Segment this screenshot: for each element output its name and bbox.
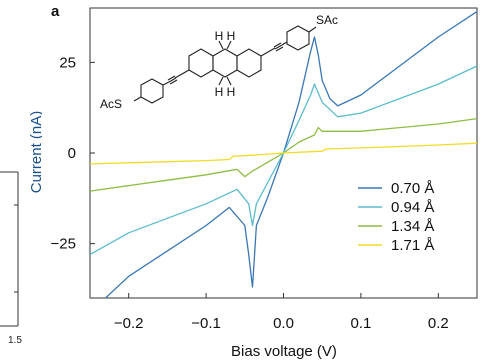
x-tick-label: 0.2	[428, 315, 449, 332]
y-tick-label: 25	[59, 54, 76, 71]
hydrogen-top-label: H H	[215, 29, 236, 43]
y-tick-label: −25	[51, 236, 76, 253]
bond	[226, 40, 232, 50]
left-panel-tick-label: 1.5	[8, 335, 22, 346]
series-line-1	[104, 11, 477, 298]
legend-label: 1.34 Å	[391, 218, 434, 235]
bond	[133, 96, 142, 102]
triple-bond	[275, 46, 284, 52]
triple-bond	[169, 79, 178, 85]
bond	[281, 41, 288, 46]
bond	[226, 76, 232, 86]
legend-label: 0.94 Å	[391, 199, 434, 216]
ring-phenyl-right	[286, 25, 310, 51]
y-axis-label: Current (nA)	[28, 111, 45, 194]
bond	[218, 40, 224, 50]
substituent-top-label: SAc	[316, 13, 338, 27]
x-tick-label: −0.1	[191, 315, 221, 332]
x-axis: −0.2 −0.1 0.0 0.1 0.2	[114, 293, 449, 332]
bond	[174, 69, 190, 79]
ring-right	[236, 48, 262, 78]
panel-label: a	[51, 3, 60, 20]
series-line-4	[90, 142, 477, 165]
hydrogen-bottom-label: H H	[215, 85, 236, 99]
ring-center	[212, 48, 238, 78]
triple-bond	[167, 75, 176, 81]
bond	[260, 47, 276, 57]
y-axis-label-clip: Current (nA)	[28, 111, 45, 194]
legend: 0.70 Å 0.94 Å 1.34 Å 1.71 Å	[358, 180, 434, 254]
legend-label: 0.70 Å	[391, 180, 434, 197]
x-tick-label: −0.2	[114, 315, 144, 332]
y-axis: 25 0 −25	[51, 54, 95, 253]
y-tick-label: 0	[68, 145, 76, 162]
bond	[162, 81, 170, 86]
bond	[218, 76, 224, 86]
molecule-structure	[133, 25, 317, 104]
left-panel-fragment: 1.5	[0, 171, 22, 346]
triple-bond	[274, 44, 283, 50]
bond	[308, 26, 317, 33]
x-axis-label: Bias voltage (V)	[231, 343, 337, 360]
legend-label: 1.71 Å	[391, 237, 434, 254]
ring-phenyl-left	[140, 78, 164, 104]
substituent-bottom-label: AcS	[100, 97, 122, 111]
ring-left	[188, 48, 214, 78]
x-tick-label: 0.1	[350, 315, 371, 332]
triple-bond	[273, 42, 282, 48]
x-tick-label: 0.0	[273, 315, 294, 332]
series-lines	[90, 11, 477, 298]
triple-bond	[168, 77, 177, 83]
